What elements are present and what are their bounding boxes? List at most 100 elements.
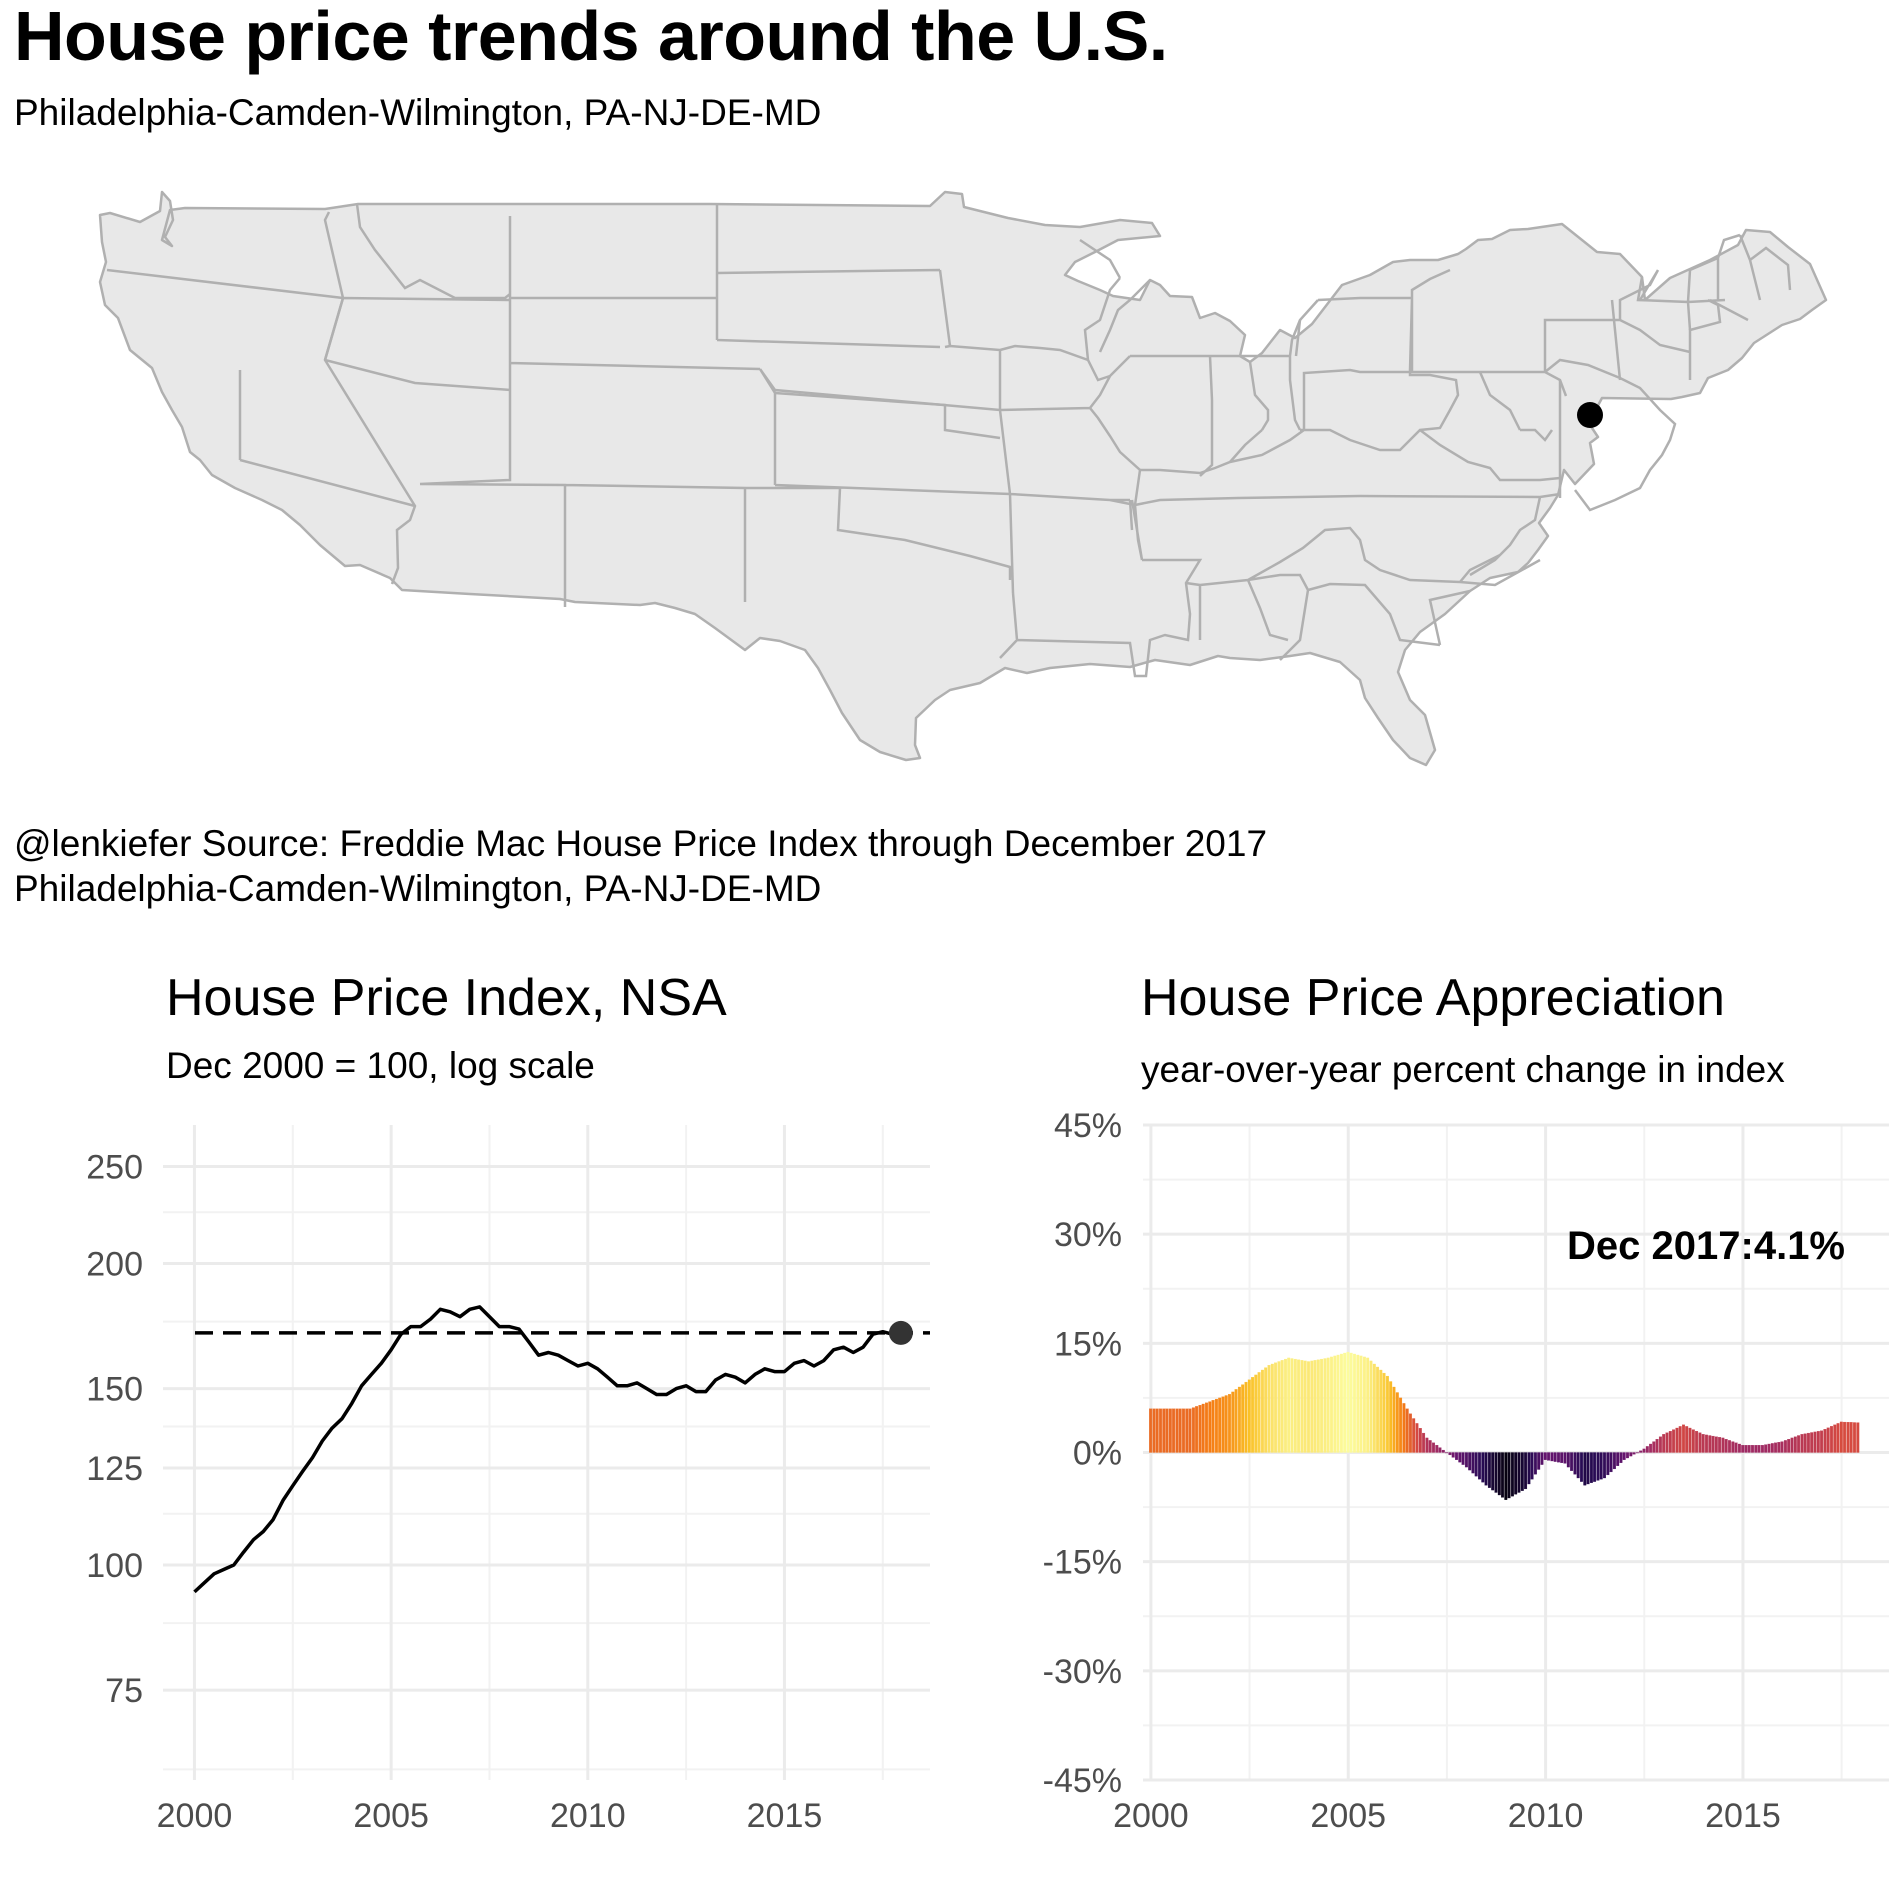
appreciation-bar bbox=[1741, 1445, 1745, 1453]
right-y-tick-label: 45% bbox=[1054, 1107, 1122, 1145]
left-y-tick-label: 75 bbox=[105, 1672, 143, 1710]
appreciation-bar bbox=[1458, 1452, 1462, 1463]
appreciation-bar bbox=[1478, 1452, 1481, 1480]
latest-value-annotation: Dec 2017:4.1% bbox=[1567, 1224, 1845, 1268]
left-y-tick-label: 200 bbox=[86, 1246, 143, 1284]
appreciation-bar bbox=[1603, 1452, 1606, 1479]
appreciation-bar bbox=[1537, 1452, 1541, 1470]
appreciation-bar bbox=[1372, 1363, 1376, 1453]
appreciation-bar bbox=[1662, 1434, 1666, 1453]
appreciation-bar bbox=[1376, 1366, 1380, 1453]
philadelphia-marker[interactable] bbox=[1577, 402, 1603, 428]
appreciation-bar bbox=[1728, 1440, 1731, 1453]
appreciation-bar bbox=[1517, 1452, 1521, 1493]
appreciation-bar bbox=[1494, 1452, 1498, 1493]
appreciation-bar bbox=[1507, 1452, 1511, 1499]
appreciation-bar bbox=[1514, 1452, 1518, 1495]
appreciation-bar bbox=[1247, 1379, 1251, 1453]
appreciation-bar bbox=[1672, 1429, 1676, 1453]
appreciation-bar bbox=[1307, 1361, 1310, 1453]
appreciation-bar bbox=[1629, 1452, 1633, 1457]
appreciation-bar bbox=[1254, 1374, 1258, 1453]
appreciation-bar bbox=[1731, 1441, 1735, 1453]
appreciation-bar bbox=[1800, 1434, 1804, 1453]
appreciation-bar bbox=[1461, 1452, 1465, 1465]
appreciation-bar bbox=[1606, 1452, 1610, 1476]
appreciation-bar bbox=[1379, 1369, 1383, 1453]
appreciation-bar bbox=[1501, 1452, 1504, 1498]
appreciation-bar bbox=[1438, 1447, 1442, 1453]
appreciation-bar bbox=[1343, 1352, 1347, 1453]
appreciation-bar bbox=[1504, 1452, 1508, 1500]
appreciation-bar bbox=[1790, 1437, 1794, 1453]
appreciation-bar bbox=[1412, 1418, 1416, 1453]
appreciation-bar bbox=[1487, 1452, 1491, 1488]
appreciation-bar bbox=[1484, 1452, 1488, 1486]
main-title: House price trends around the U.S. bbox=[14, 0, 1168, 75]
appreciation-bar bbox=[1533, 1452, 1537, 1475]
appreciation-bar bbox=[1211, 1400, 1215, 1453]
appreciation-bar bbox=[1589, 1452, 1593, 1483]
appreciation-bar bbox=[1701, 1434, 1705, 1453]
right-chart-subtitle: year-over-year percent change in index bbox=[1141, 1049, 1785, 1090]
appreciation-bar bbox=[1205, 1402, 1208, 1453]
appreciation-bar bbox=[1445, 1452, 1449, 1454]
appreciation-bar bbox=[1774, 1442, 1778, 1453]
appreciation-bar bbox=[1188, 1408, 1192, 1453]
hpi-end-point bbox=[888, 1320, 913, 1345]
appreciation-bar bbox=[1468, 1452, 1472, 1471]
appreciation-bar bbox=[1688, 1427, 1692, 1453]
right-y-tick-label: -45% bbox=[1043, 1762, 1122, 1800]
appreciation-bar bbox=[1208, 1401, 1212, 1453]
us-map bbox=[98, 190, 1828, 767]
appreciation-bar bbox=[1471, 1452, 1475, 1474]
appreciation-bar bbox=[1675, 1427, 1679, 1453]
appreciation-bar bbox=[1297, 1359, 1301, 1453]
appreciation-bar bbox=[1649, 1443, 1653, 1453]
appreciation-bar bbox=[1652, 1441, 1656, 1453]
appreciation-bar bbox=[1451, 1452, 1455, 1458]
appreciation-bar bbox=[1830, 1426, 1833, 1453]
appreciation-bar bbox=[1553, 1452, 1557, 1462]
appreciation-bar bbox=[1182, 1408, 1185, 1453]
appreciation-bar bbox=[1168, 1408, 1172, 1453]
appreciation-bar bbox=[1402, 1403, 1406, 1453]
appreciation-bar bbox=[1244, 1381, 1248, 1453]
caption-metro: Philadelphia-Camden-Wilmington, PA-NJ-DE… bbox=[14, 868, 822, 909]
appreciation-bar bbox=[1573, 1452, 1577, 1475]
appreciation-bar bbox=[1724, 1439, 1728, 1453]
appreciation-bar bbox=[1280, 1360, 1284, 1453]
appreciation-bar bbox=[1172, 1408, 1176, 1453]
appreciation-bar bbox=[1231, 1391, 1235, 1453]
appreciation-bar bbox=[1362, 1356, 1366, 1453]
appreciation-bar bbox=[1422, 1432, 1426, 1453]
appreciation-bar bbox=[1356, 1354, 1360, 1453]
left-chart-title: House Price Index, NSA bbox=[166, 969, 727, 1027]
appreciation-bar bbox=[1277, 1361, 1281, 1453]
appreciation-bar bbox=[1823, 1429, 1827, 1453]
appreciation-bar bbox=[1336, 1354, 1340, 1453]
appreciation-bar bbox=[1833, 1424, 1837, 1453]
appreciation-bar bbox=[1293, 1358, 1297, 1453]
appreciation-bar bbox=[1616, 1452, 1620, 1466]
appreciation-bar bbox=[1543, 1452, 1547, 1460]
appreciation-bar bbox=[1685, 1426, 1689, 1453]
left-y-tick-label: 125 bbox=[86, 1450, 143, 1488]
appreciation-bar bbox=[1491, 1452, 1495, 1491]
appreciation-bar bbox=[1718, 1437, 1722, 1453]
appreciation-bar bbox=[1737, 1443, 1741, 1453]
appreciation-bar bbox=[1270, 1363, 1274, 1453]
appreciation-bar bbox=[1698, 1432, 1702, 1453]
appreciation-bar bbox=[1221, 1396, 1225, 1453]
appreciation-bar bbox=[1152, 1408, 1156, 1453]
us-outline bbox=[98, 190, 1828, 767]
appreciation-bar bbox=[1557, 1452, 1560, 1463]
appreciation-bar bbox=[1382, 1372, 1386, 1453]
appreciation-bar bbox=[1668, 1431, 1672, 1453]
appreciation-bar bbox=[1323, 1358, 1327, 1453]
appreciation-bar bbox=[1435, 1445, 1439, 1453]
appreciation-bar bbox=[1448, 1452, 1452, 1456]
left-y-tick-label: 250 bbox=[86, 1148, 143, 1186]
appreciation-bar bbox=[1287, 1357, 1291, 1453]
appreciation-bar bbox=[1162, 1408, 1166, 1453]
